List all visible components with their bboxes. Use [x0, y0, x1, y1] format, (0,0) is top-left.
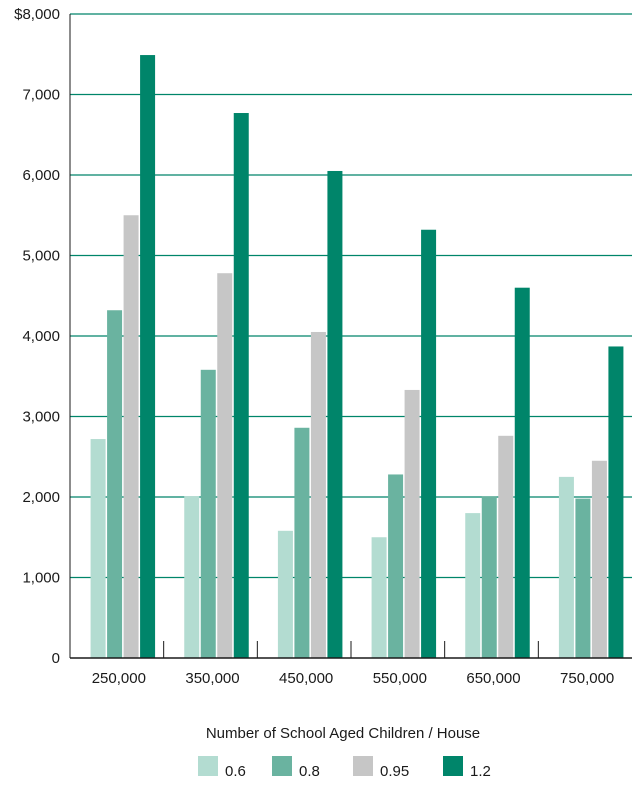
y-tick-label: 1,000: [22, 570, 60, 587]
bar-0_8-4: [481, 496, 497, 658]
x-tick-label: 350,000: [185, 670, 239, 687]
bar-1_2-0: [140, 55, 156, 659]
legend-label: 0.95: [380, 763, 409, 780]
legend-swatch-0_95: [353, 756, 373, 776]
y-tick-label: 4,000: [22, 328, 60, 345]
x-tick-label: 450,000: [279, 670, 333, 687]
bar-0_6-5: [558, 476, 574, 658]
legend-swatch-1_2: [443, 756, 463, 776]
bar-1_2-5: [608, 346, 624, 658]
bar-0_6-2: [277, 530, 293, 658]
legend-title: Number of School Aged Children / House: [206, 725, 480, 742]
y-tick-label: 7,000: [22, 87, 60, 104]
gridlines: [70, 13, 632, 579]
y-tick-label: 3,000: [22, 409, 60, 426]
bar-0_95-0: [123, 215, 139, 658]
bar-1_2-2: [327, 170, 343, 658]
legend-swatch-0_8: [272, 756, 292, 776]
bar-0_8-0: [107, 310, 123, 658]
legend: 0.6 0.8 0.95 1.2: [198, 756, 491, 780]
bar-0_95-2: [310, 331, 326, 658]
y-tick-label: $8,000: [14, 6, 60, 23]
y-tick-label: 2,000: [22, 489, 60, 506]
legend-swatch-0_6: [198, 756, 218, 776]
bar-0_8-1: [200, 369, 216, 658]
bar-0_95-4: [498, 435, 514, 658]
bar-1_2-4: [514, 287, 530, 658]
bar-0_6-0: [90, 439, 106, 658]
y-axis-tick-labels: 0 1,000 2,000 3,000 4,000 5,000 6,000 7,000 $8,0…: [14, 6, 60, 667]
x-axis-tick-labels: 250,000 350,000 450,000 550,000 650,000 750,0…: [92, 670, 615, 687]
y-tick-label: 6,000: [22, 167, 60, 184]
legend-label: 0.8: [299, 763, 320, 780]
bar-0_95-5: [591, 460, 607, 658]
bar-0_95-1: [217, 273, 233, 658]
legend-label: 0.6: [225, 763, 246, 780]
x-tick-label: 550,000: [373, 670, 427, 687]
bar-0_8-3: [388, 474, 404, 658]
y-tick-label: 0: [52, 650, 60, 667]
bar-0_6-4: [465, 513, 481, 658]
bar-0_8-2: [294, 427, 310, 658]
bar-1_2-3: [421, 229, 437, 659]
bar-0_6-3: [371, 537, 387, 658]
x-tick-label: 650,000: [466, 670, 520, 687]
x-tick-label: 750,000: [560, 670, 614, 687]
bars: [90, 55, 624, 659]
bar-1_2-1: [233, 113, 249, 658]
bar-0_95-3: [404, 389, 420, 658]
y-tick-label: 5,000: [22, 248, 60, 265]
x-axis: [69, 14, 632, 659]
legend-label: 1.2: [470, 763, 491, 780]
bar-0_8-5: [575, 498, 591, 658]
bar-0_6-1: [184, 496, 200, 658]
x-tick-label: 250,000: [92, 670, 146, 687]
